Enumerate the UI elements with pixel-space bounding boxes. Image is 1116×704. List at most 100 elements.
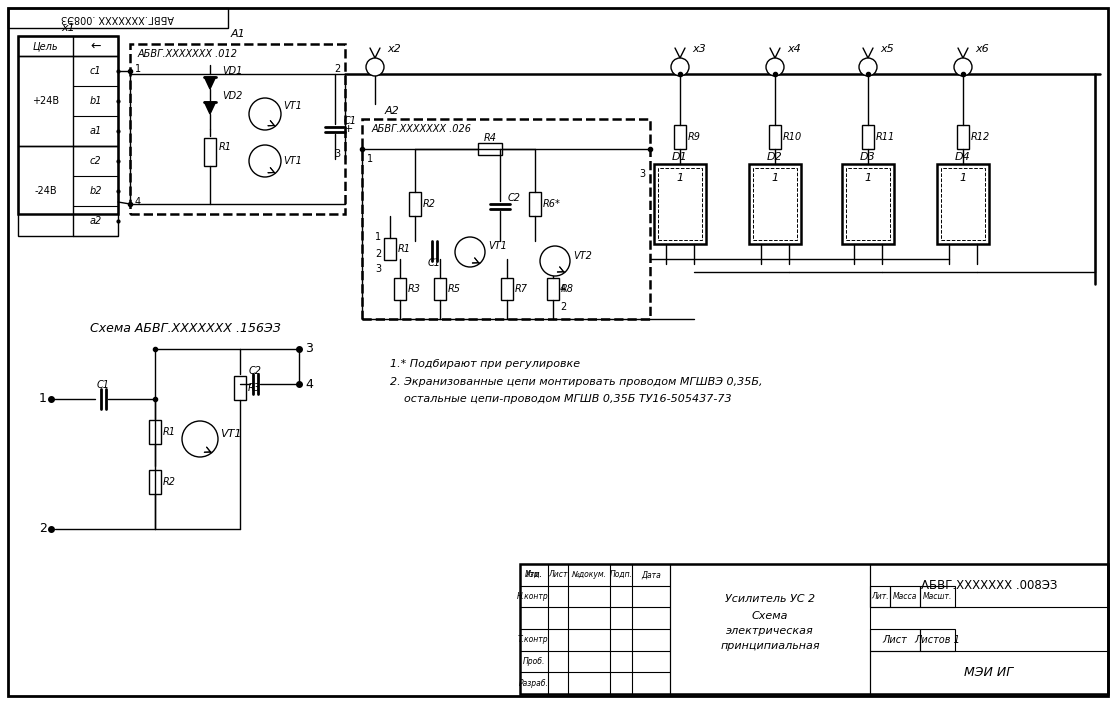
Text: R6*: R6* xyxy=(543,199,561,209)
Text: R4: R4 xyxy=(483,133,497,143)
Text: 1.* Подбирают при регулировке: 1.* Подбирают при регулировке xyxy=(389,359,580,369)
Text: Изм.: Изм. xyxy=(525,570,543,579)
Circle shape xyxy=(249,145,281,177)
Bar xyxy=(920,586,955,608)
Bar xyxy=(547,278,559,300)
Text: принципиальная: принципиальная xyxy=(720,641,820,651)
Bar xyxy=(18,56,118,146)
Text: Схема: Схема xyxy=(752,611,788,621)
Bar xyxy=(408,192,421,216)
Bar xyxy=(8,8,228,28)
Text: R10: R10 xyxy=(783,132,802,142)
Text: a1: a1 xyxy=(89,126,102,136)
Text: VT1: VT1 xyxy=(283,156,301,166)
Text: Утд.: Утд. xyxy=(526,570,542,579)
Text: 2: 2 xyxy=(560,302,566,312)
Bar xyxy=(18,36,118,56)
Text: R3: R3 xyxy=(408,284,421,294)
Bar xyxy=(870,564,1108,608)
Text: АБВГ.XXXXXXX .008ЭЗ: АБВГ.XXXXXXX .008ЭЗ xyxy=(921,579,1057,592)
Bar xyxy=(920,629,955,650)
Text: x2: x2 xyxy=(387,44,401,54)
Bar xyxy=(769,125,781,149)
Text: Подп.: Подп. xyxy=(609,570,633,579)
Text: VT1: VT1 xyxy=(283,101,301,111)
Text: b1: b1 xyxy=(89,96,102,106)
Bar xyxy=(870,586,889,608)
Bar xyxy=(384,238,396,260)
Bar xyxy=(501,278,513,300)
Text: C1: C1 xyxy=(344,116,357,126)
Text: 2: 2 xyxy=(334,64,340,74)
Text: Дата: Дата xyxy=(641,570,661,579)
Bar xyxy=(846,168,889,240)
Circle shape xyxy=(455,237,485,267)
Text: МЭИ ИГ: МЭИ ИГ xyxy=(964,666,1013,679)
Text: Н.контр.: Н.контр. xyxy=(517,592,551,601)
Circle shape xyxy=(671,58,689,76)
Text: VT2: VT2 xyxy=(573,251,591,261)
Bar xyxy=(937,164,989,244)
Text: x4: x4 xyxy=(787,44,801,54)
Polygon shape xyxy=(204,102,215,114)
Text: А1: А1 xyxy=(230,29,244,39)
Text: Усилитель УС 2: Усилитель УС 2 xyxy=(725,594,815,604)
Text: R1: R1 xyxy=(398,244,411,254)
Bar xyxy=(870,629,920,650)
Text: Проб.: Проб. xyxy=(522,657,546,666)
Text: 2. Экранизованные цепи монтировать проводом МГШВЭ 0,35Б,: 2. Экранизованные цепи монтировать прово… xyxy=(389,377,762,387)
Text: D2: D2 xyxy=(767,152,783,162)
Text: x5: x5 xyxy=(881,44,894,54)
Bar xyxy=(234,376,246,400)
Bar xyxy=(870,650,1108,694)
Bar xyxy=(862,125,874,149)
Bar xyxy=(478,143,502,155)
Bar xyxy=(204,138,217,166)
Circle shape xyxy=(859,58,877,76)
Text: 1: 1 xyxy=(771,173,779,183)
Bar xyxy=(674,125,686,149)
Text: D3: D3 xyxy=(860,152,876,162)
Text: Масса: Масса xyxy=(893,592,917,601)
Text: Схема АБВГ.XXXXXXX .156ЭЗ: Схема АБВГ.XXXXXXX .156ЭЗ xyxy=(89,322,280,336)
Text: C2: C2 xyxy=(508,193,521,203)
Text: R5: R5 xyxy=(448,284,461,294)
Bar xyxy=(841,164,894,244)
Text: -24В: -24В xyxy=(35,186,57,196)
Bar xyxy=(150,420,161,444)
Bar xyxy=(520,564,1108,694)
Text: VD1: VD1 xyxy=(222,66,242,76)
Text: a2: a2 xyxy=(89,216,102,226)
Text: R2: R2 xyxy=(423,199,436,209)
Text: 3: 3 xyxy=(305,343,312,356)
Bar xyxy=(362,119,650,319)
Circle shape xyxy=(182,421,218,457)
Circle shape xyxy=(540,246,570,276)
Text: АБВГ.XXXXXXX .026: АБВГ.XXXXXXX .026 xyxy=(372,124,472,134)
Text: R11: R11 xyxy=(876,132,895,142)
Text: Лит.: Лит. xyxy=(872,592,888,601)
Bar xyxy=(889,586,920,608)
Text: D4: D4 xyxy=(955,152,971,162)
Text: №докум.: №докум. xyxy=(571,570,606,579)
Text: 1: 1 xyxy=(676,173,684,183)
Bar xyxy=(654,164,706,244)
Text: 3: 3 xyxy=(639,169,645,179)
Text: x1: x1 xyxy=(61,23,75,33)
Text: 2: 2 xyxy=(39,522,47,536)
Text: ←: ← xyxy=(90,39,100,53)
Text: c1: c1 xyxy=(89,66,102,76)
Circle shape xyxy=(249,98,281,130)
Bar xyxy=(18,146,118,236)
Text: VT1: VT1 xyxy=(220,429,241,439)
Text: b2: b2 xyxy=(89,186,102,196)
Text: Лист: Лист xyxy=(883,635,907,645)
Text: C2: C2 xyxy=(249,366,261,376)
Circle shape xyxy=(954,58,972,76)
Circle shape xyxy=(766,58,785,76)
Text: R7: R7 xyxy=(514,284,528,294)
Text: 1: 1 xyxy=(39,393,47,406)
Text: R2: R2 xyxy=(163,477,176,487)
Text: Листов 1: Листов 1 xyxy=(915,635,961,645)
Text: АБВГ.XXXXXXX .008ЭЗ: АБВГ.XXXXXXX .008ЭЗ xyxy=(61,13,174,23)
